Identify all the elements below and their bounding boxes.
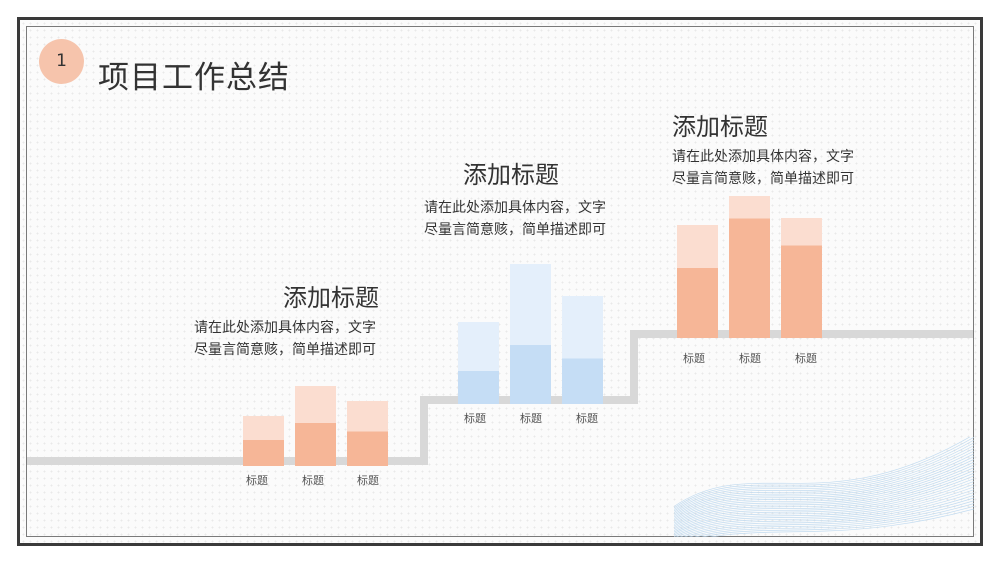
group-2-bar-3	[562, 296, 603, 404]
group-1-desc-line-1: 请在此处添加具体内容，文字	[194, 320, 376, 336]
wave-line	[674, 467, 974, 525]
group-1-bars	[243, 386, 389, 466]
wave-line	[674, 483, 974, 534]
wave-line	[674, 442, 974, 512]
slide-number-badge: 1	[39, 39, 84, 84]
group-3-bar-3-label: 标题	[795, 352, 817, 365]
wave-line	[674, 486, 974, 536]
wave-line	[674, 439, 974, 510]
wave-line	[683, 497, 974, 537]
group-1-bar-3	[347, 401, 388, 466]
group-3-bar-2-label: 标题	[739, 352, 761, 365]
wave-line	[674, 475, 974, 530]
group-2-desc-line-1: 请在此处添加具体内容，文字	[424, 200, 606, 216]
slide-inner-frame	[26, 26, 974, 537]
wave-line	[674, 478, 974, 531]
decorative-wave-graphic	[674, 437, 974, 537]
wave-line	[674, 450, 974, 516]
group-1-bar-2-label: 标题	[302, 474, 324, 487]
group-1-bar-3-label: 标题	[357, 474, 379, 487]
group-1-title: 添加标题	[283, 284, 379, 312]
wave-line	[674, 447, 974, 515]
group-3-bars	[677, 196, 823, 338]
wave-line	[674, 459, 974, 521]
group-2-bar-1-label: 标题	[464, 412, 486, 425]
group-2-bars	[458, 264, 604, 404]
wave-line	[674, 481, 974, 533]
wave-line	[674, 472, 974, 528]
group-1-bar-1-label: 标题	[246, 474, 268, 487]
group-3-title: 添加标题	[672, 113, 768, 141]
wave-line	[674, 461, 974, 522]
wave-line	[674, 470, 974, 527]
group-2-bar-3-label: 标题	[576, 412, 598, 425]
page-title: 项目工作总结	[98, 60, 290, 96]
wave-line	[674, 489, 974, 537]
wave-line	[674, 456, 974, 519]
group-3-desc-line-2: 尽量言简意赅，简单描述即可	[672, 171, 854, 187]
wave-line	[674, 437, 974, 509]
wave-line	[674, 464, 974, 524]
wave-line	[674, 453, 974, 518]
wave-line	[679, 494, 974, 537]
step-line-riser-1	[420, 396, 428, 465]
group-2-bar-1	[458, 322, 499, 404]
group-1-bar-2	[295, 386, 336, 466]
wave-line	[674, 437, 971, 507]
group-3-bar-3	[781, 218, 822, 338]
group-2-title: 添加标题	[463, 161, 559, 189]
group-3-desc-line-1: 请在此处添加具体内容，文字	[672, 149, 854, 165]
wave-line	[675, 492, 974, 537]
wave-line	[709, 508, 974, 537]
step-line-low	[27, 457, 425, 465]
wave-line	[674, 445, 974, 513]
wave-line	[688, 500, 974, 537]
group-2-bar-2-label: 标题	[520, 412, 542, 425]
wave-line	[694, 503, 974, 537]
group-3-bar-2	[729, 196, 770, 338]
step-line-riser-2	[630, 330, 638, 404]
group-3-bar-1-label: 标题	[683, 352, 705, 365]
wave-line	[700, 505, 974, 537]
group-2-desc-line-2: 尽量言简意赅，简单描述即可	[424, 222, 606, 238]
group-1-desc-line-2: 尽量言简意赅，简单描述即可	[194, 342, 376, 358]
group-1-bar-1	[243, 416, 284, 466]
group-3-bar-1	[677, 225, 718, 338]
group-2-bar-2	[510, 264, 551, 404]
